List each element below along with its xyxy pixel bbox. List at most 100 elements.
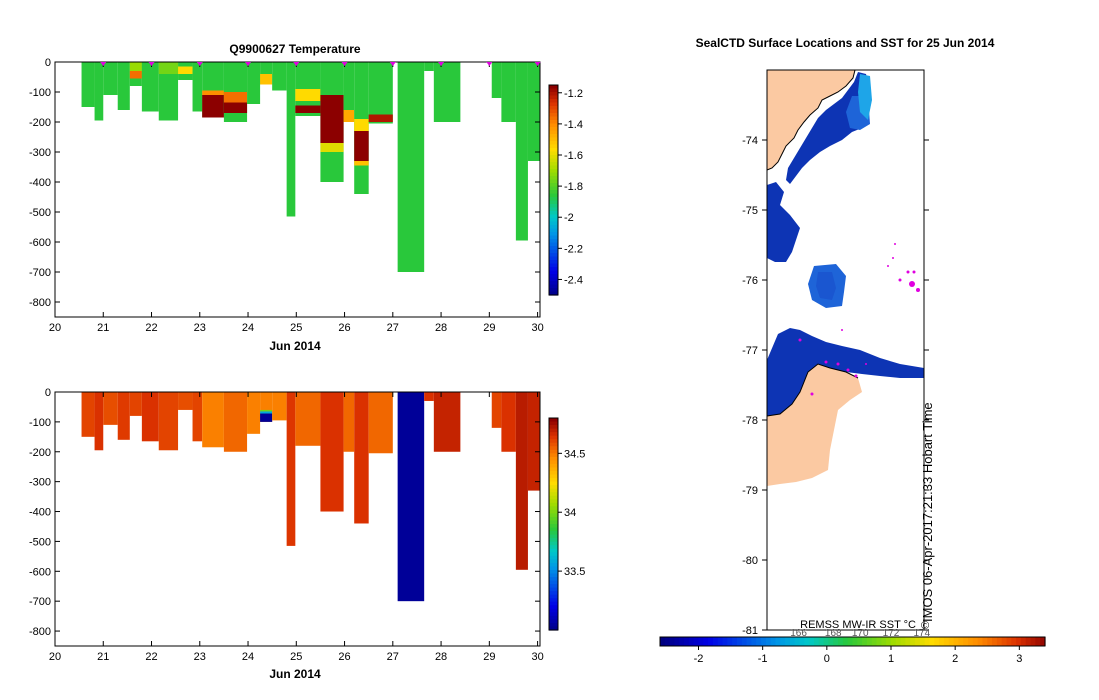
- colorbar-swatch: [549, 612, 558, 617]
- colorbar-swatch: [549, 169, 558, 174]
- colorbar-swatch: [549, 598, 558, 603]
- sst-colorbar-swatch: [953, 637, 959, 646]
- profile-layer: [343, 110, 355, 122]
- sst-colorbar-swatch: [794, 637, 801, 646]
- temperature-profiles: [81, 62, 540, 272]
- sst-colorbar-swatch: [910, 637, 916, 646]
- profile-layer: [260, 411, 273, 414]
- profile-bar: [501, 62, 516, 122]
- profile-marker: [534, 62, 541, 66]
- profile-bar: [178, 392, 193, 410]
- sst-colorbar-swatch: [862, 637, 868, 646]
- colorbar-tick-label: -2.4: [564, 274, 583, 286]
- colorbar-swatch: [549, 95, 558, 100]
- colorbar-tick-label: 33.5: [564, 566, 585, 578]
- sst-colorbar-swatch: [785, 637, 791, 646]
- colorbar-swatch: [549, 432, 558, 437]
- profile-bar: [192, 392, 203, 442]
- colorbar-swatch: [549, 242, 558, 247]
- colorbar-swatch: [549, 288, 558, 293]
- colorbar-swatch: [549, 495, 558, 500]
- colorbar-swatch: [549, 200, 558, 205]
- profile-bar: [158, 392, 179, 451]
- colorbar-tick-label: -2: [564, 212, 574, 224]
- colorbar-swatch: [549, 555, 558, 560]
- profile-layer: [223, 102, 248, 113]
- colorbar-swatch: [549, 545, 558, 550]
- salinity-profiles: [81, 392, 540, 602]
- profile-bar: [141, 62, 159, 112]
- profile-bar: [368, 392, 393, 454]
- sst-colorbar: -2 -1 0 1 2 3 166 168 170 172 174: [659, 628, 1046, 665]
- colorbar-swatch: [549, 446, 558, 451]
- sst-colorbar-swatch: [746, 637, 753, 646]
- profile-bar: [491, 392, 502, 428]
- sst-colorbar-swatch: [717, 637, 724, 646]
- colorbar-swatch: [549, 155, 558, 160]
- sst-colorbar-swatch: [987, 637, 993, 646]
- x-tick-label: 20: [49, 651, 61, 663]
- colorbar-swatch: [549, 513, 558, 518]
- profile-bar: [491, 62, 502, 98]
- profile-bar: [223, 392, 248, 452]
- sst-colorbar-swatch: [669, 637, 676, 646]
- sst-source-label: REMSS MW-IR SST °C: [800, 619, 916, 631]
- sst-colorbar-swatch: [804, 637, 810, 646]
- sst-colorbar-swatch: [996, 637, 1003, 646]
- profile-bar: [343, 62, 355, 122]
- salinity-xlabel: Jun 2014: [269, 667, 321, 681]
- colorbar-swatch: [549, 106, 558, 111]
- colorbar-swatch: [549, 176, 558, 181]
- x-tick-label: 27: [387, 651, 399, 663]
- copyright-symbol: ©: [921, 620, 929, 632]
- colorbar-swatch: [549, 137, 558, 142]
- colorbar-tick-label: -2.2: [564, 243, 583, 255]
- colorbar-swatch: [549, 123, 558, 128]
- sst-colorbar-swatch: [871, 637, 878, 646]
- lat-tick-label: -77: [742, 345, 758, 357]
- profile-bar: [192, 62, 203, 112]
- x-tick-label: 21: [97, 322, 109, 334]
- profile-markers: [100, 62, 541, 66]
- sst-colorbar-swatch: [823, 637, 830, 646]
- y-tick-label: -300: [29, 147, 51, 159]
- profile-bar: [81, 62, 95, 107]
- sst-colorbar-swatch: [833, 637, 839, 646]
- sst-colorbar-swatch: [948, 637, 955, 646]
- colorbar-swatch: [549, 204, 558, 209]
- colorbar-swatch: [549, 534, 558, 539]
- temperature-x-ticks: 20 21 22 23 24 25 26 27 28 29 30: [49, 62, 544, 334]
- sst-colorbar-swatch: [780, 637, 786, 646]
- lat-tick-label: -81: [742, 625, 758, 637]
- x-tick-label: 26: [338, 651, 350, 663]
- colorbar-swatch: [549, 471, 558, 476]
- colorbar-swatch: [549, 144, 558, 149]
- y-tick-label: -700: [29, 267, 51, 279]
- land-north: [767, 70, 855, 170]
- colorbar-swatch: [549, 162, 558, 167]
- colorbar-swatch: [549, 88, 558, 93]
- profile-bar: [433, 62, 461, 122]
- sst-colorbar-swatch: [809, 637, 815, 646]
- colorbar-swatch: [549, 225, 558, 230]
- colorbar-swatch: [549, 456, 558, 461]
- colorbar-swatch: [549, 478, 558, 483]
- sst-colorbar-swatch: [900, 637, 907, 646]
- salinity-plot-frame: [54, 391, 541, 647]
- sst-colorbar-swatch: [664, 637, 671, 646]
- sst-colorbar-swatch: [1040, 637, 1046, 646]
- profile-bar: [343, 392, 355, 452]
- colorbar-swatch: [549, 488, 558, 493]
- profile-layer: [368, 114, 393, 122]
- colorbar-swatch: [549, 207, 558, 212]
- profile-layer: [129, 62, 142, 71]
- profile-bar: [202, 392, 224, 448]
- colorbar-tick-label: -1.8: [564, 181, 583, 193]
- colorbar-swatch: [549, 502, 558, 507]
- profile-bar: [286, 62, 296, 217]
- coastline-north: [766, 69, 856, 171]
- colorbar-swatch: [549, 270, 558, 275]
- seal-marker: [887, 265, 889, 267]
- profile-marker: [486, 62, 493, 66]
